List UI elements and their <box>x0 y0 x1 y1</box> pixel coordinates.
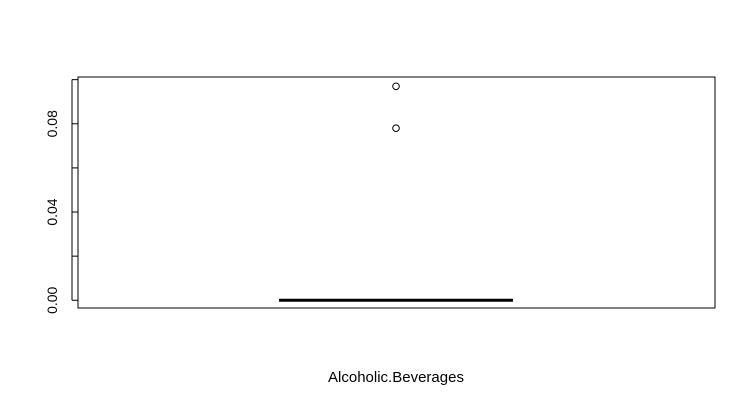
y-tick-label: 0.00 <box>44 286 60 313</box>
outlier-point <box>392 82 400 91</box>
y-axis: 0.00 0.04 0.08 <box>44 79 78 314</box>
y-tick-label: 0.08 <box>44 110 60 137</box>
plot-frame <box>77 76 716 309</box>
x-axis-label: Alcoholic.Beverages <box>328 369 464 386</box>
y-tick-label: 0.04 <box>44 198 60 225</box>
outlier-points <box>392 82 400 132</box>
outlier-point <box>392 124 400 132</box>
